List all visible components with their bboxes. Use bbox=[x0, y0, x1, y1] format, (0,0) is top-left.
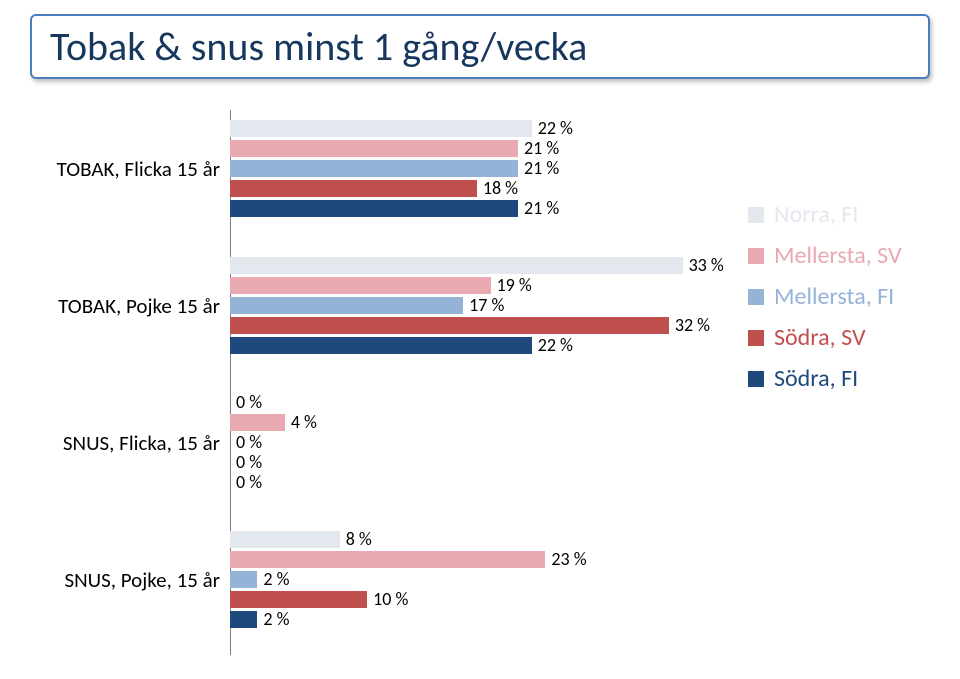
bar-group: SNUS, Flicka, 15 år 0 % 4 % 0 % 0 % 0 % bbox=[30, 394, 730, 491]
legend-swatch bbox=[748, 330, 764, 346]
bar bbox=[230, 337, 532, 354]
bar bbox=[230, 297, 463, 314]
bar-value: 32 % bbox=[669, 317, 710, 334]
bar-group: TOBAK, Pojke 15 år 33 % 19 % 17 % 32 % 22 % bbox=[30, 257, 730, 354]
page-title: Tobak & snus minst 1 gång/vecka bbox=[50, 22, 910, 71]
bar-value: 10 % bbox=[367, 591, 408, 608]
legend-label: Södra, SV bbox=[774, 323, 866, 352]
legend-label: Mellersta, FI bbox=[774, 282, 894, 311]
bar-value: 0 % bbox=[230, 394, 262, 411]
bar-value: 33 % bbox=[683, 257, 724, 274]
bar bbox=[230, 140, 518, 157]
bar-value: 17 % bbox=[463, 297, 504, 314]
legend-item: Mellersta, SV bbox=[748, 241, 948, 270]
legend: Norra, FI Mellersta, SV Mellersta, FI Södra… bbox=[748, 200, 948, 405]
legend-swatch bbox=[748, 289, 764, 305]
bar bbox=[230, 317, 669, 334]
bar-value: 18 % bbox=[477, 180, 518, 197]
bar-value: 21 % bbox=[518, 160, 559, 177]
legend-label: Södra, FI bbox=[774, 364, 858, 393]
bar bbox=[230, 591, 367, 608]
legend-label: Mellersta, SV bbox=[774, 241, 902, 270]
legend-item: Norra, FI bbox=[748, 200, 948, 229]
title-box: Tobak & snus minst 1 gång/vecka bbox=[30, 14, 930, 79]
bar bbox=[230, 571, 257, 588]
legend-item: Södra, FI bbox=[748, 364, 948, 393]
bar-chart: TOBAK, Flicka 15 år22 %21 %21 %18 %21 %T… bbox=[30, 110, 730, 655]
bar bbox=[230, 200, 518, 217]
bar bbox=[230, 160, 518, 177]
bar bbox=[230, 551, 545, 568]
bar-value: 0 % bbox=[230, 454, 262, 471]
category-label: SNUS, Flicka, 15 år bbox=[30, 430, 220, 456]
legend-label: Norra, FI bbox=[774, 200, 858, 229]
legend-item: Mellersta, FI bbox=[748, 282, 948, 311]
bar-value: 21 % bbox=[518, 140, 559, 157]
bar-value: 19 % bbox=[491, 277, 532, 294]
legend-swatch bbox=[748, 207, 764, 223]
bar bbox=[230, 120, 532, 137]
bar bbox=[230, 414, 285, 431]
legend-swatch bbox=[748, 248, 764, 264]
bar bbox=[230, 257, 683, 274]
category-label: TOBAK, Flicka 15 år bbox=[30, 156, 220, 182]
bar bbox=[230, 531, 340, 548]
bar-value: 21 % bbox=[518, 200, 559, 217]
bar-value: 2 % bbox=[257, 611, 289, 628]
bar-group: SNUS, Pojke, 15 år 8 % 23 % 2 % 10 % 2 % bbox=[30, 531, 730, 628]
bar bbox=[230, 180, 477, 197]
bar-value: 2 % bbox=[257, 571, 289, 588]
bar bbox=[230, 611, 257, 628]
legend-swatch bbox=[748, 371, 764, 387]
bar-value: 4 % bbox=[285, 414, 317, 431]
category-label: SNUS, Pojke, 15 år bbox=[30, 567, 220, 593]
bar-value: 0 % bbox=[230, 474, 262, 491]
legend-item: Södra, SV bbox=[748, 323, 948, 352]
bar-value: 22 % bbox=[532, 337, 573, 354]
bar-value: 23 % bbox=[545, 551, 586, 568]
bar-value: 0 % bbox=[230, 434, 262, 451]
bar bbox=[230, 277, 491, 294]
bar-group: TOBAK, Flicka 15 år22 %21 %21 %18 %21 % bbox=[30, 120, 730, 217]
bar-value: 8 % bbox=[340, 531, 372, 548]
bar-value: 22 % bbox=[532, 120, 573, 137]
category-label: TOBAK, Pojke 15 år bbox=[30, 293, 220, 319]
